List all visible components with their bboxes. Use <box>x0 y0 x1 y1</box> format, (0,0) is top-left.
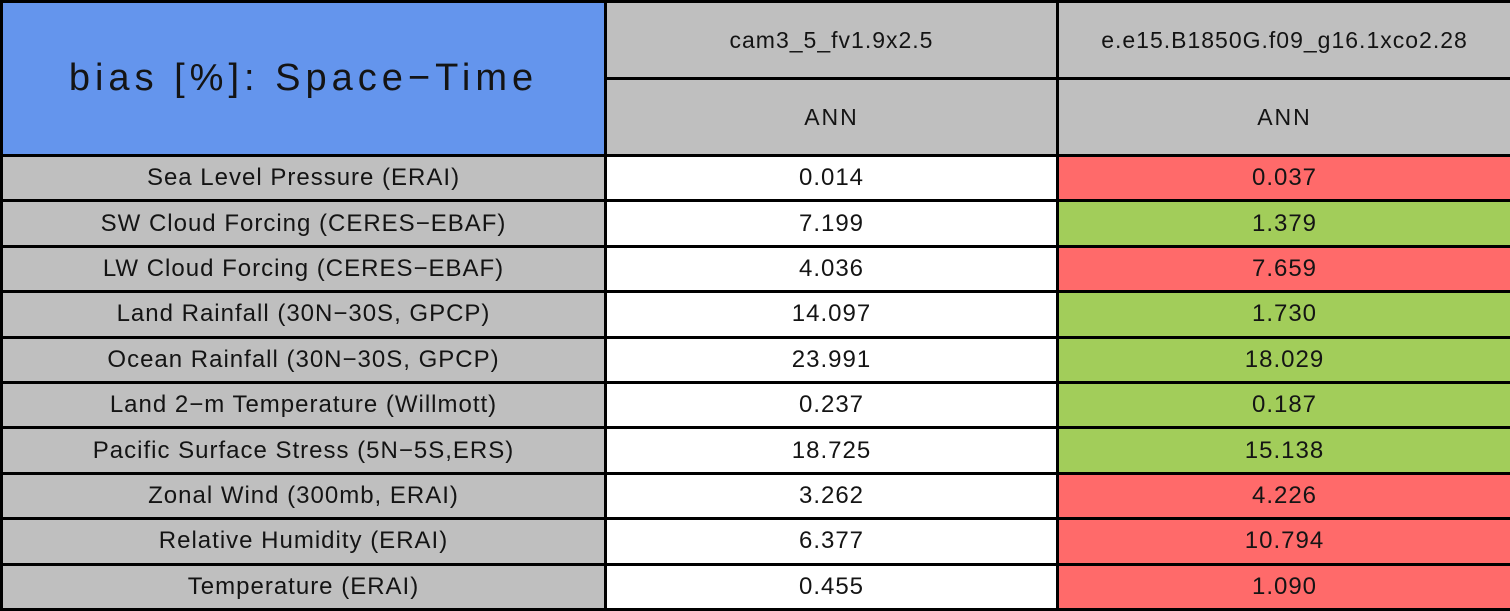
table-row: Land Rainfall (30N−30S, GPCP) 14.097 1.730 <box>0 290 1510 339</box>
table-row: SW Cloud Forcing (CERES−EBAF) 7.199 1.379 <box>0 199 1510 248</box>
value-cell: 7.659 <box>1056 244 1510 294</box>
table-body: Sea Level Pressure (ERAI) 0.014 0.037 SW Cl… <box>0 153 1510 611</box>
column-subheader-season-2: ANN <box>1056 77 1510 157</box>
value-cell: 7.199 <box>604 199 1059 248</box>
table-row: Zonal Wind (300mb, ERAI) 3.262 4.226 <box>0 471 1510 521</box>
column-header-model-2: e.e15.B1850G.f09_g16.1xco2.28 <box>1056 0 1510 80</box>
column-subheader-season-1: ANN <box>604 77 1059 157</box>
value-cell: 18.725 <box>604 426 1059 475</box>
table-row: LW Cloud Forcing (CERES−EBAF) 4.036 7.659 <box>0 244 1510 294</box>
row-label: Ocean Rainfall (30N−30S, GPCP) <box>0 335 607 384</box>
value-cell: 0.037 <box>1056 153 1510 203</box>
value-cell: 23.991 <box>604 335 1059 384</box>
value-cell: 10.794 <box>1056 517 1510 566</box>
table-row: Land 2−m Temperature (Willmott) 0.237 0.18… <box>0 380 1510 430</box>
value-cell: 4.036 <box>604 244 1059 294</box>
row-label: LW Cloud Forcing (CERES−EBAF) <box>0 244 607 294</box>
value-cell: 0.237 <box>604 380 1059 430</box>
value-cell: 15.138 <box>1056 426 1510 475</box>
row-label: Land Rainfall (30N−30S, GPCP) <box>0 290 607 339</box>
value-cell: 1.730 <box>1056 290 1510 339</box>
row-label: Sea Level Pressure (ERAI) <box>0 153 607 203</box>
table-row: Relative Humidity (ERAI) 6.377 10.794 <box>0 517 1510 566</box>
row-label: Relative Humidity (ERAI) <box>0 517 607 566</box>
value-cell: 14.097 <box>604 290 1059 339</box>
value-cell: 1.379 <box>1056 199 1510 248</box>
row-label: SW Cloud Forcing (CERES−EBAF) <box>0 199 607 248</box>
value-cell: 0.187 <box>1056 380 1510 430</box>
table-row: Ocean Rainfall (30N−30S, GPCP) 23.991 18.0… <box>0 335 1510 384</box>
value-cell: 3.262 <box>604 471 1059 521</box>
value-cell: 4.226 <box>1056 471 1510 521</box>
table-row: Pacific Surface Stress (5N−5S,ERS) 18.725… <box>0 426 1510 475</box>
value-cell: 0.014 <box>604 153 1059 203</box>
table-header: bias [%]: Space−Time cam3_5_fv1.9x2.5 e.… <box>0 0 1510 157</box>
row-label: Pacific Surface Stress (5N−5S,ERS) <box>0 426 607 475</box>
table-row: Temperature (ERAI) 0.455 1.090 <box>0 562 1510 611</box>
row-label: Zonal Wind (300mb, ERAI) <box>0 471 607 521</box>
table-row: Sea Level Pressure (ERAI) 0.014 0.037 <box>0 153 1510 203</box>
row-label: Land 2−m Temperature (Willmott) <box>0 380 607 430</box>
value-cell: 6.377 <box>604 517 1059 566</box>
row-label: Temperature (ERAI) <box>0 562 607 611</box>
column-header-model-1: cam3_5_fv1.9x2.5 <box>604 0 1059 80</box>
value-cell: 1.090 <box>1056 562 1510 611</box>
table-title: bias [%]: Space−Time <box>0 0 607 157</box>
value-cell: 0.455 <box>604 562 1059 611</box>
value-cell: 18.029 <box>1056 335 1510 384</box>
